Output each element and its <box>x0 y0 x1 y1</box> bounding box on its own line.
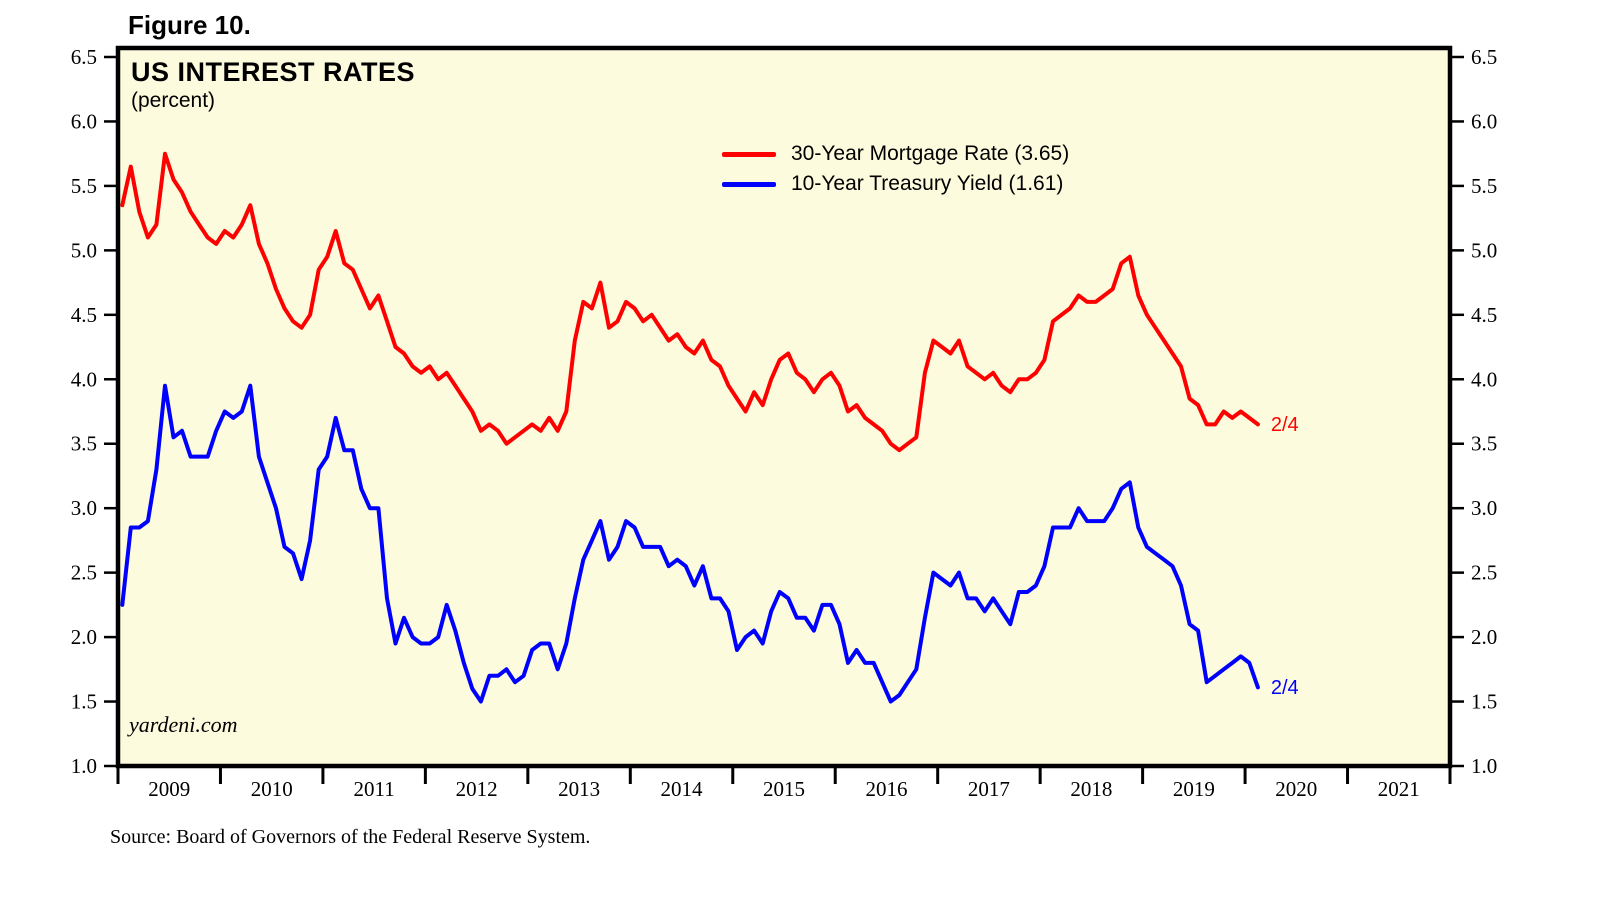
y-axis-label-left: 6.0 <box>71 109 97 133</box>
y-axis-label-right: 1.5 <box>1471 690 1497 714</box>
treasury-yield-end-date-label: 2/4 <box>1270 677 1299 700</box>
x-axis-year-label: 2020 <box>1275 777 1317 801</box>
chart-title: US INTEREST RATES <box>131 57 416 87</box>
legend-item-mortgage-rate: 30-Year Mortgage Rate (3.65) <box>722 139 1069 169</box>
x-axis-year-label: 2017 <box>968 777 1010 801</box>
plot-border <box>115 45 1453 769</box>
x-axis-year-label: 2012 <box>456 777 498 801</box>
y-axis-label-right: 2.0 <box>1471 625 1497 649</box>
y-axis-label-left: 3.0 <box>71 496 97 520</box>
x-axis-year-label: 2009 <box>148 777 190 801</box>
x-axis-year-label: 2014 <box>661 777 704 801</box>
x-axis-year-label: 2010 <box>251 777 293 801</box>
x-axis-year-label: 2019 <box>1173 777 1215 801</box>
y-axis-label-right: 1.0 <box>1471 754 1497 778</box>
x-axis-year-label: 2021 <box>1378 777 1420 801</box>
y-axis-label-left: 3.5 <box>71 432 97 456</box>
legend-item-treasury-yield: 10-Year Treasury Yield (1.61) <box>722 169 1069 199</box>
chart-legend: 30-Year Mortgage Rate (3.65) 10-Year Tre… <box>722 139 1069 199</box>
y-axis-label-right: 4.5 <box>1471 303 1497 327</box>
x-axis-year-label: 2013 <box>558 777 600 801</box>
y-axis-label-left: 5.0 <box>71 238 97 262</box>
y-axis-label-left: 1.0 <box>71 754 97 778</box>
x-axis-year-label: 2011 <box>354 777 395 801</box>
mortgage-rate-legend-label: 30-Year Mortgage Rate (3.65) <box>791 142 1070 165</box>
y-axis-label-right: 3.0 <box>1471 496 1497 520</box>
figure-number-label: Figure 10. <box>128 10 251 40</box>
treasury-yield-legend-swatch <box>722 181 776 187</box>
y-axis-label-right: 2.5 <box>1471 561 1497 585</box>
mortgage-rate-legend-swatch <box>722 151 776 157</box>
x-axis-year-label: 2016 <box>865 777 907 801</box>
y-axis-label-left: 5.5 <box>71 174 97 198</box>
y-axis-label-left: 1.5 <box>71 690 97 714</box>
chart-units-subtitle: (percent) <box>131 89 216 112</box>
y-axis-label-right: 4.0 <box>1471 367 1497 391</box>
plot-area <box>118 48 1450 766</box>
y-axis-label-right: 6.0 <box>1471 109 1497 133</box>
y-axis-label-right: 6.5 <box>1471 45 1497 69</box>
source-note: Source: Board of Governors of the Federa… <box>110 826 591 848</box>
x-axis-year-label: 2015 <box>763 777 805 801</box>
y-axis-label-left: 2.0 <box>71 625 97 649</box>
y-axis-label-right: 3.5 <box>1471 432 1497 456</box>
yardeni-watermark: yardeni.com <box>129 712 238 737</box>
treasury-yield-legend-label: 10-Year Treasury Yield (1.61) <box>791 172 1064 195</box>
x-axis-year-label: 2018 <box>1070 777 1112 801</box>
y-axis-label-left: 4.0 <box>71 367 97 391</box>
mortgage-rate-end-date-label: 2/4 <box>1270 414 1299 437</box>
y-axis-label-right: 5.5 <box>1471 174 1497 198</box>
mortgage-rate-line <box>120 151 1260 453</box>
y-axis-label-left: 2.5 <box>71 561 97 585</box>
y-axis-label-right: 5.0 <box>1471 238 1497 262</box>
y-axis-label-left: 4.5 <box>71 303 97 327</box>
treasury-yield-line <box>120 383 1260 704</box>
y-axis-label-left: 6.5 <box>71 45 97 69</box>
